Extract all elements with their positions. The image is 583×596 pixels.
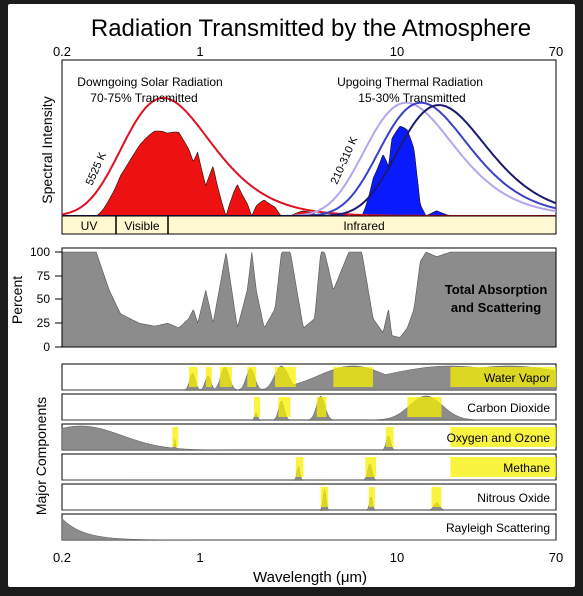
panel1-y-axis-label: Spectral Intensity [39, 96, 55, 203]
y-tick-label: 25 [37, 316, 51, 330]
component-absorption-area [61, 425, 556, 451]
component-frame [61, 483, 557, 511]
component-label: Methane [503, 461, 550, 475]
absorption-label-line1: Total Absorption [445, 282, 548, 297]
highlight-mark [247, 367, 257, 387]
highlight-mark [278, 397, 291, 417]
thermal-subtitle: 15-30% Transmitted [358, 91, 465, 105]
component-row-rayleigh-scattering: Rayleigh Scattering [61, 513, 557, 541]
highlight-mark [320, 487, 329, 507]
highlight-mark [219, 367, 232, 387]
top-tick-label: 0.2 [53, 44, 71, 59]
highlight-mark [450, 457, 556, 477]
top-tick-label: 70 [549, 44, 563, 59]
top-x-tick-labels: 0.2 1 10 70 [53, 44, 563, 59]
major-components-panel: Water Vapor Carbon Dioxide Oxygen and Ozon… [61, 363, 557, 541]
highlight-mark [368, 487, 375, 507]
y-tick-label: 0 [43, 340, 50, 354]
highlight-mark [385, 427, 394, 447]
chart-title: Radiation Transmitted by the Atmosphere [91, 15, 531, 42]
solar-subtitle: 70-75% Transmitted [90, 91, 197, 105]
thermal-title: Upgoing Thermal Radiation [337, 75, 483, 89]
y-tick-label: 75 [37, 269, 51, 283]
highlight-mark [295, 457, 304, 477]
highlight-mark [205, 367, 212, 387]
component-label: Nitrous Oxide [477, 491, 550, 505]
highlight-mark [188, 367, 198, 387]
component-row-nitrous-oxide: Nitrous Oxide [61, 483, 557, 511]
thermal-transmitted-area [314, 125, 556, 216]
spectral-bands-bar: UV Visible Infrared [61, 215, 557, 235]
component-label: Water Vapor [484, 371, 550, 385]
panel2-y-axis-label: Percent [9, 276, 25, 324]
bottom-x-tick-labels: 0.2 1 10 70 [53, 550, 563, 565]
thermal-blackbody-curve-310k [62, 101, 556, 216]
band-label-visible: Visible [124, 219, 159, 233]
thermal-blackbody-curve-210k [62, 104, 556, 216]
highlight-mark [450, 367, 556, 387]
solar-title: Downgoing Solar Radiation [77, 75, 222, 89]
panel3-y-axis-label: Major Components [33, 397, 49, 515]
bottom-tick-label: 1 [196, 550, 203, 565]
component-label: Oxygen and Ozone [447, 431, 551, 445]
top-tick-label: 10 [390, 44, 404, 59]
bottom-tick-label: 10 [390, 550, 404, 565]
component-absorption-area [62, 462, 556, 481]
highlight-mark [407, 397, 442, 417]
solar-transmitted-area [62, 130, 315, 216]
component-frame [61, 513, 557, 541]
top-tick-label: 1 [196, 44, 203, 59]
band-bar-background [61, 215, 557, 235]
component-row-carbon-dioxide: Carbon Dioxide [61, 393, 557, 421]
component-row-methane: Methane [61, 453, 557, 481]
absorption-label-line2: and Scattering [451, 300, 541, 315]
bottom-tick-label: 0.2 [53, 550, 71, 565]
bottom-tick-label: 70 [549, 550, 563, 565]
panel2-y-ticks: 100 75 50 25 0 [30, 245, 62, 354]
spectral-intensity-panel: Downgoing Solar Radiation 70-75% Transmi… [61, 59, 557, 235]
panel2-frame [61, 247, 557, 348]
component-label: Rayleigh Scattering [446, 521, 550, 535]
highlight-mark [254, 397, 261, 417]
y-tick-label: 50 [37, 292, 51, 306]
total-absorption-area [62, 251, 556, 347]
y-tick-label: 100 [30, 245, 50, 259]
component-absorption-area [61, 517, 556, 541]
component-label: Carbon Dioxide [467, 401, 550, 415]
band-label-infrared: Infrared [343, 219, 384, 233]
highlight-mark [333, 367, 373, 387]
highlight-mark [172, 427, 179, 447]
x-axis-label: Wavelength (μm) [253, 569, 367, 586]
total-absorption-panel: 100 75 50 25 0 Total Absorption and Scat… [30, 245, 557, 354]
solar-blackbody-curve [62, 97, 556, 216]
component-row-oxygen-and-ozone: Oxygen and Ozone [61, 423, 557, 451]
highlight-mark [316, 397, 327, 417]
highlight-mark [365, 457, 377, 477]
band-label-uv: UV [81, 219, 98, 233]
highlight-mark [275, 367, 296, 387]
component-row-water-vapor: Water Vapor [61, 363, 557, 391]
highlight-mark [431, 487, 442, 507]
highlight-mark [450, 427, 556, 447]
component-absorption-area [62, 488, 556, 511]
